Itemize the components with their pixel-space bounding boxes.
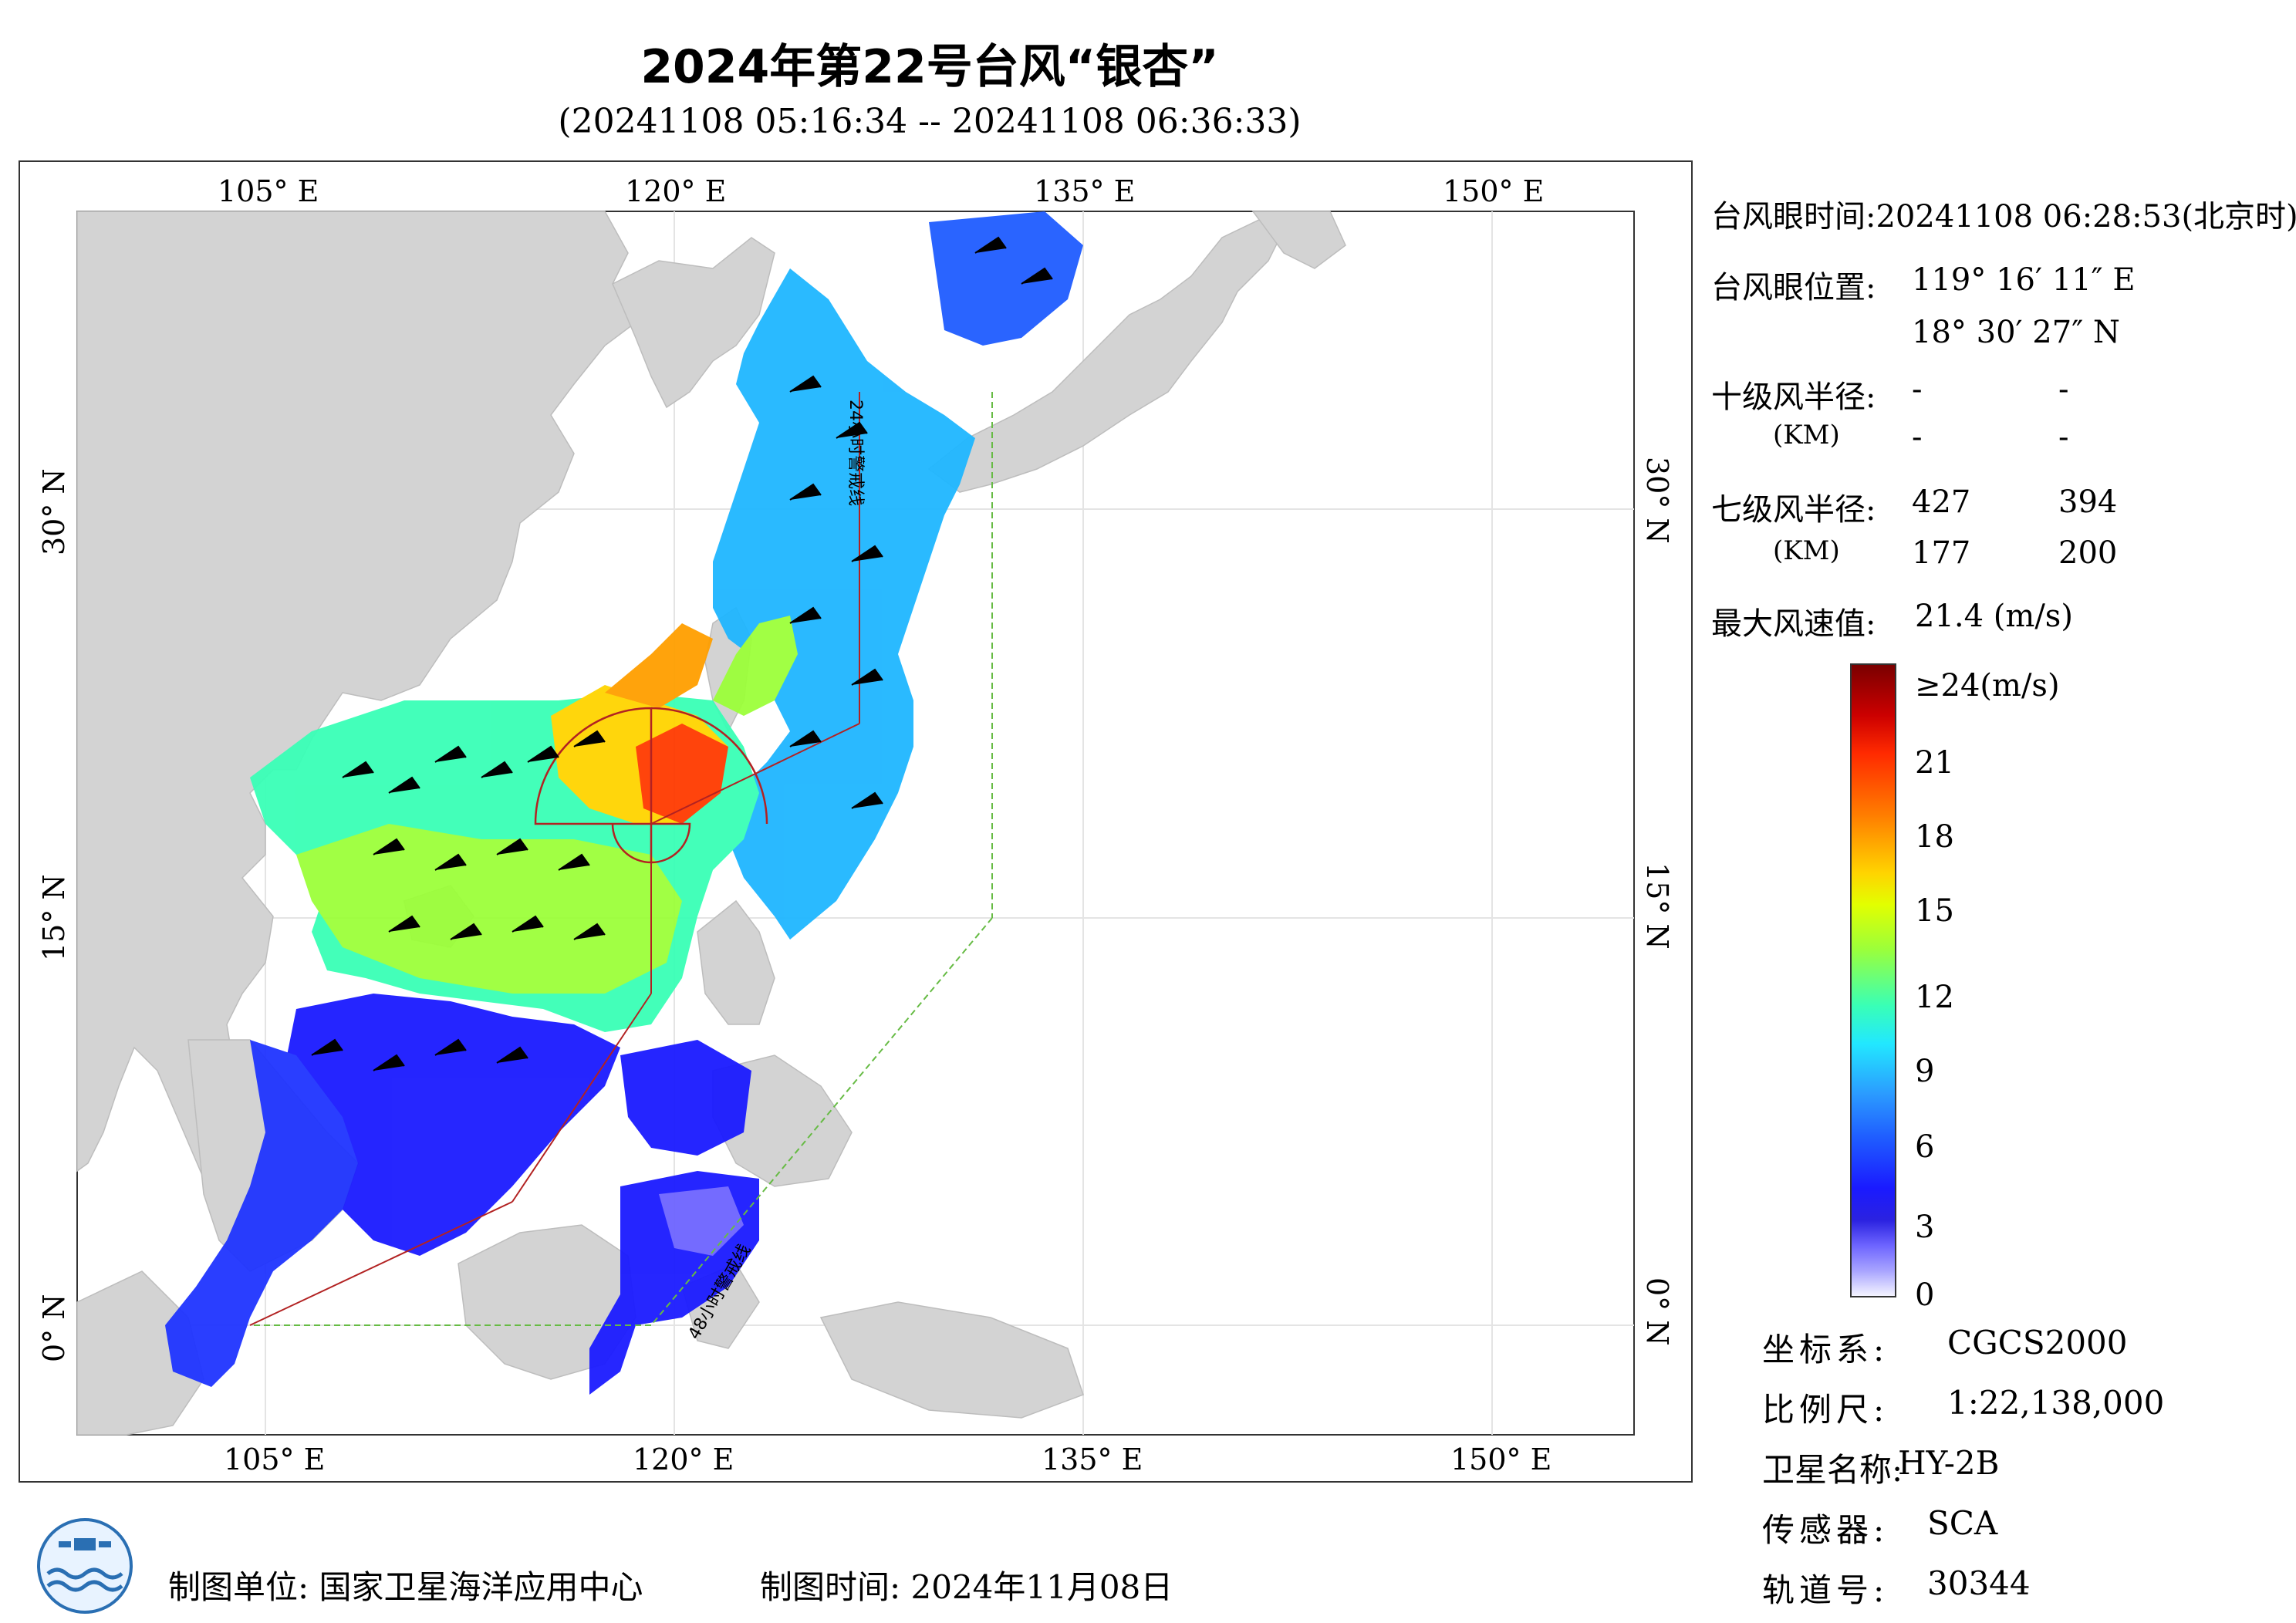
right-lat-30: 30° N xyxy=(1640,457,1674,544)
crs-label: 坐标系: xyxy=(1762,1331,1889,1368)
colorbar-tick-24: ≥24(m/s) xyxy=(1915,668,2060,704)
wind-speed-colorbar xyxy=(1850,663,1896,1297)
land-luzon xyxy=(697,899,775,1025)
r7-unit: (KM) xyxy=(1773,535,1840,566)
map-frame xyxy=(19,160,1693,1483)
swath-south xyxy=(281,994,620,1256)
r7-value-nw: 200 xyxy=(2058,535,2118,571)
orbit-label: 轨道号: xyxy=(1762,1571,1889,1609)
bottom-lon-120: 120° E xyxy=(633,1442,734,1476)
swath-north-orange xyxy=(605,623,713,708)
max-wind-label: 最大风速值: xyxy=(1711,606,1876,642)
eye-latitude: 18° 30′ 27″ N xyxy=(1912,315,2120,350)
observation-period: (20241108 05:16:34 -- 20241108 06:36:33) xyxy=(558,102,1302,141)
swath-eye-red xyxy=(636,724,728,824)
eye-longitude: 119° 16′ 11″ E xyxy=(1912,262,2136,298)
swath-north xyxy=(713,268,975,940)
nsoas-logo-icon xyxy=(37,1518,133,1614)
scale-label: 比例尺: xyxy=(1762,1391,1889,1429)
warning-line-48h xyxy=(250,392,993,1326)
land-korea xyxy=(612,237,775,409)
swath-north-yellow xyxy=(713,616,798,716)
swath-southeast-light xyxy=(659,1186,744,1256)
top-lon-135: 135° E xyxy=(1034,174,1136,208)
colorbar-tick-15: 15 xyxy=(1915,893,1954,929)
land-new-guinea xyxy=(819,1301,1084,1419)
warning-24h-label: 24小时警戒线 xyxy=(846,400,865,506)
map-producer: 制图单位: 国家卫星海洋应用中心 xyxy=(168,1568,643,1606)
r10-value-nw: - xyxy=(2058,420,2069,455)
left-lat-15: 15° N xyxy=(37,874,71,961)
bottom-lon-150: 150° E xyxy=(1450,1442,1552,1476)
r10-value-ne: - xyxy=(1912,372,1923,407)
bottom-lon-135: 135° E xyxy=(1042,1442,1143,1476)
sensor-value: SCA xyxy=(1927,1504,1998,1542)
swath-southeast-1 xyxy=(620,1040,751,1156)
colorbar-tick-18: 18 xyxy=(1915,819,1954,855)
r7-value-sw: 177 xyxy=(1912,535,1971,571)
colorbar-tick-6: 6 xyxy=(1915,1129,1935,1165)
scale-value: 1:22,138,000 xyxy=(1947,1384,2165,1422)
colorbar-tick-12: 12 xyxy=(1915,980,1954,1015)
top-lon-150: 150° E xyxy=(1443,174,1545,208)
swath-center-green xyxy=(296,824,682,994)
typhoon-wind-radii xyxy=(534,707,768,864)
satellite-label: 卫星名称: xyxy=(1762,1451,1903,1489)
right-lat-15: 15° N xyxy=(1640,862,1674,950)
crs-value: CGCS2000 xyxy=(1947,1324,2128,1361)
warning-line-24h xyxy=(249,392,860,1326)
top-lon-105: 105° E xyxy=(218,174,319,208)
colorbar-tick-0: 0 xyxy=(1915,1277,1935,1313)
wind-swath xyxy=(165,211,1083,1395)
eye-position-label: 台风眼位置: xyxy=(1711,270,1876,305)
satellite-value: HY-2B xyxy=(1898,1444,2000,1482)
r7-value-se: 394 xyxy=(2058,484,2118,520)
r10-label: 十级风半径: xyxy=(1711,380,1876,415)
left-lat-30: 30° N xyxy=(37,468,71,555)
swath-japan-north xyxy=(929,211,1083,346)
map-title: 2024年第22号台风“银杏” xyxy=(640,40,1219,94)
r7-value-ne: 427 xyxy=(1912,484,1971,520)
orbit-value: 30344 xyxy=(1927,1564,2031,1602)
eye-time-label: 台风眼时间: xyxy=(1711,199,1876,235)
r10-value-sw: - xyxy=(1912,420,1923,455)
right-lat-0: 0° N xyxy=(1640,1277,1674,1346)
left-lat-0: 0° N xyxy=(37,1294,71,1362)
land-asia-mainland xyxy=(76,211,636,1257)
land-japan xyxy=(927,218,1285,493)
wind-field-map: 24小时警戒线 48小时警戒线 xyxy=(76,211,1635,1436)
top-lon-120: 120° E xyxy=(625,174,727,208)
sensor-label: 传感器: xyxy=(1762,1511,1889,1549)
r7-label: 七级风半径: xyxy=(1711,492,1876,528)
colorbar-tick-9: 9 xyxy=(1915,1054,1935,1089)
r10-unit: (KM) xyxy=(1773,420,1840,450)
land-sumatra xyxy=(76,1270,204,1436)
eye-time-value: 20241108 06:28:53(北京时) xyxy=(1876,199,2296,235)
bottom-lon-105: 105° E xyxy=(224,1442,326,1476)
colorbar-tick-3: 3 xyxy=(1915,1210,1935,1245)
colorbar-tick-21: 21 xyxy=(1915,745,1954,781)
swath-southwest xyxy=(165,1040,358,1387)
land-hokkaido xyxy=(1251,211,1346,269)
r10-value-se: - xyxy=(2058,372,2069,407)
max-wind-value: 21.4 (m/s) xyxy=(1915,599,2073,634)
wind-barbs xyxy=(311,236,1053,1071)
map-production-date: 制图时间: 2024年11月08日 xyxy=(760,1568,1173,1606)
